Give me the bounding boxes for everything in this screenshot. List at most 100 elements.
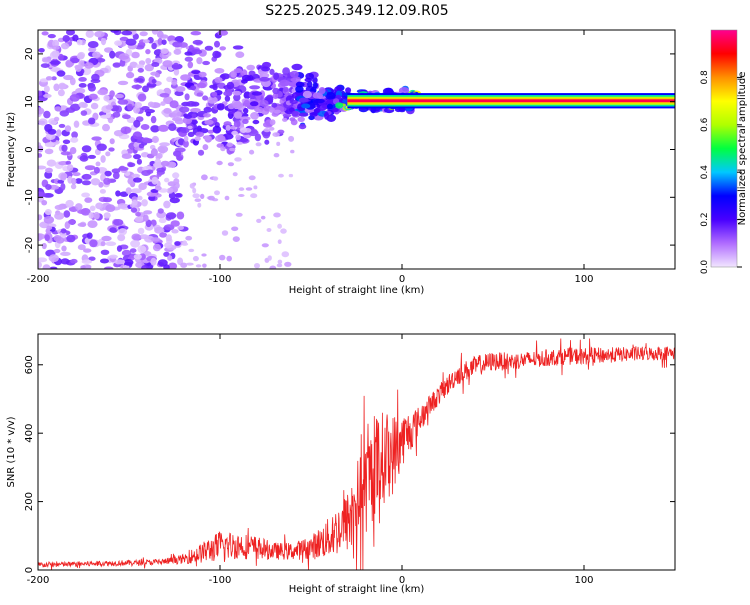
spectrogram-cell xyxy=(65,199,74,208)
spectrogram-cell xyxy=(277,239,282,244)
spectrogram-cell xyxy=(232,45,244,50)
spectrogram-cell xyxy=(243,99,250,108)
spectrogram-cell xyxy=(84,174,92,180)
spectrogram-cell xyxy=(90,102,99,110)
snr-ylabel: SNR (10 * v/v) xyxy=(6,416,17,487)
spectrogram-cell xyxy=(280,228,287,234)
spectrogram-cell xyxy=(64,125,72,132)
spectrogram-cell xyxy=(156,152,163,159)
spectrogram-cell xyxy=(302,90,312,99)
spectrogram-cell xyxy=(184,56,193,62)
spectrogram-cell xyxy=(58,82,67,90)
spectrogram-cell xyxy=(144,63,154,72)
spectrogram-cell xyxy=(135,211,142,217)
spectrogram-cell xyxy=(282,86,289,93)
spectrogram-cell xyxy=(142,85,149,93)
spectrogram-cell xyxy=(335,102,344,109)
spectrogram-cell xyxy=(77,209,88,214)
spectrogram-cell xyxy=(103,212,111,219)
spectrogram-cell xyxy=(81,145,92,153)
spectrogram-cell xyxy=(131,173,141,178)
spectrogram-ytick-label: 20 xyxy=(24,48,35,61)
spectrogram-cell xyxy=(66,164,74,172)
spectrogram-cell xyxy=(43,110,51,119)
spectrogram-cell xyxy=(123,259,134,266)
spectrogram-cell xyxy=(145,49,151,55)
spectrogram-cell xyxy=(187,131,195,137)
spectrogram-cell xyxy=(95,202,104,210)
spectrogram-cell xyxy=(100,241,106,247)
spectrogram-cell xyxy=(76,39,83,46)
spectrogram-cell xyxy=(188,44,194,52)
spectrogram-cell xyxy=(238,187,245,191)
spectrogram-cell xyxy=(52,39,60,48)
spectrogram-cell xyxy=(277,223,282,229)
spectrogram-cell xyxy=(134,216,144,222)
spectrogram-cell xyxy=(326,103,333,110)
spectrogram-cell xyxy=(71,131,78,139)
spectrogram-cell xyxy=(45,133,56,140)
spectrogram-cell xyxy=(103,177,111,185)
spectrogram-cell xyxy=(269,265,277,269)
spectrogram-cell xyxy=(76,53,85,60)
spectrogram-cell xyxy=(88,46,97,53)
spectrogram-cell xyxy=(41,31,49,36)
spectrogram-cell xyxy=(180,24,188,28)
spectrogram-cell xyxy=(90,178,101,186)
spectrogram-cell xyxy=(196,57,203,65)
spectrogram-cell xyxy=(192,255,199,262)
spectrogram-cell xyxy=(82,67,92,76)
spectrogram-cell xyxy=(147,101,155,108)
spectrogram-cell xyxy=(305,72,315,80)
spectrogram-cell xyxy=(232,101,243,110)
spectrogram-cell xyxy=(243,107,249,114)
spectrogram-cell xyxy=(131,233,141,241)
spectrogram-cell xyxy=(151,62,160,67)
spectrogram-cell xyxy=(119,59,126,67)
spectrogram-cell xyxy=(262,130,271,139)
spectrogram-cell xyxy=(252,119,260,125)
spectrogram-cell xyxy=(234,111,242,119)
spectrogram-cell xyxy=(100,258,109,264)
spectrogram-cell xyxy=(72,172,81,177)
spectrogram-cell xyxy=(95,161,101,167)
spectrogram-cell xyxy=(117,80,129,86)
spectrogram-cell xyxy=(174,119,184,125)
spectrogram-cell xyxy=(114,93,124,99)
spectrogram-cell xyxy=(87,220,98,229)
spectrogram-cell xyxy=(174,241,181,246)
spectrogram-cell xyxy=(88,256,96,261)
spectrogram-cell xyxy=(57,89,65,97)
spectrogram-cell xyxy=(125,187,132,195)
spectrogram-cell xyxy=(185,262,194,266)
spectrogram-cell xyxy=(112,171,120,180)
spectrogram-cell xyxy=(68,219,76,225)
spectrogram-cell xyxy=(146,83,157,88)
spectrogram-cell xyxy=(129,248,137,254)
spectrogram-cell xyxy=(141,170,152,176)
spectrogram-cell xyxy=(325,91,336,100)
spectrogram-cell xyxy=(85,30,95,38)
spectrogram-cell xyxy=(45,167,53,174)
spectrogram-cell xyxy=(88,117,96,125)
spectrogram-cell xyxy=(195,264,202,268)
spectrogram-cell xyxy=(75,64,82,72)
spectrogram-cell xyxy=(126,71,135,79)
spectrogram-cell xyxy=(290,70,299,78)
spectrogram-cell xyxy=(44,142,55,148)
spectrogram-cell xyxy=(202,144,209,151)
spectrogram-cell xyxy=(148,195,156,201)
spectrogram-cell xyxy=(38,165,47,170)
spectrogram-cell xyxy=(81,259,93,264)
spectrogram-cell xyxy=(107,116,114,124)
spectrogram-cell xyxy=(97,89,108,96)
spectrogram-cell xyxy=(156,167,166,173)
spectrogram-cell xyxy=(56,70,66,77)
spectrogram-cell xyxy=(53,235,62,242)
spectrogram-cell xyxy=(138,143,145,149)
spectrogram-cell xyxy=(180,74,191,81)
spectrogram-cell xyxy=(60,251,71,256)
spectrogram-cell xyxy=(74,178,83,184)
spectrogram-cell xyxy=(226,255,232,262)
spectrogram-cell xyxy=(81,192,90,198)
